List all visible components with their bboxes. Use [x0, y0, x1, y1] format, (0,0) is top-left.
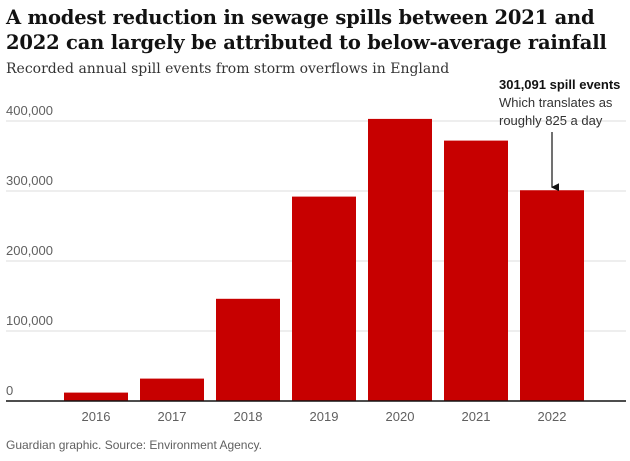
x-axis-tick-labels: 2016 2017 2018 2019 2020 2021 2022 [82, 409, 567, 424]
bar-2018 [216, 298, 280, 401]
annotation: 301,091 spill events Which translates as… [499, 77, 620, 192]
bars [64, 118, 584, 402]
bar-2017 [140, 378, 204, 401]
annotation-line-3: roughly 825 a day [499, 113, 603, 128]
chart-subtitle: Recorded annual spill events from storm … [6, 61, 450, 77]
x-tick-label: 2017 [158, 409, 187, 424]
annotation-line-1: 301,091 spill events [499, 77, 620, 92]
source-note: Guardian graphic. Source: Environment Ag… [6, 438, 262, 452]
y-tick-label: 200,000 [6, 243, 53, 258]
bar-2016 [64, 392, 128, 401]
bar-2020 [368, 118, 432, 402]
x-tick-label: 2020 [386, 409, 415, 424]
bar-2021 [444, 140, 508, 401]
y-tick-label: 100,000 [6, 313, 53, 328]
y-tick-label: 300,000 [6, 173, 53, 188]
x-tick-label: 2021 [462, 409, 491, 424]
bar-2019 [292, 196, 356, 401]
x-tick-label: 2018 [234, 409, 263, 424]
chart-title: A modest reduction in sewage spills betw… [6, 6, 607, 54]
y-tick-label: 0 [6, 383, 13, 398]
annotation-line-2: Which translates as [499, 95, 613, 110]
y-tick-label: 400,000 [6, 103, 53, 118]
x-tick-label: 2016 [82, 409, 111, 424]
x-tick-label: 2022 [538, 409, 567, 424]
bar-2022 [520, 190, 584, 401]
x-tick-label: 2019 [310, 409, 339, 424]
y-axis-tick-labels: 0 100,000 200,000 300,000 400,000 [6, 103, 53, 398]
